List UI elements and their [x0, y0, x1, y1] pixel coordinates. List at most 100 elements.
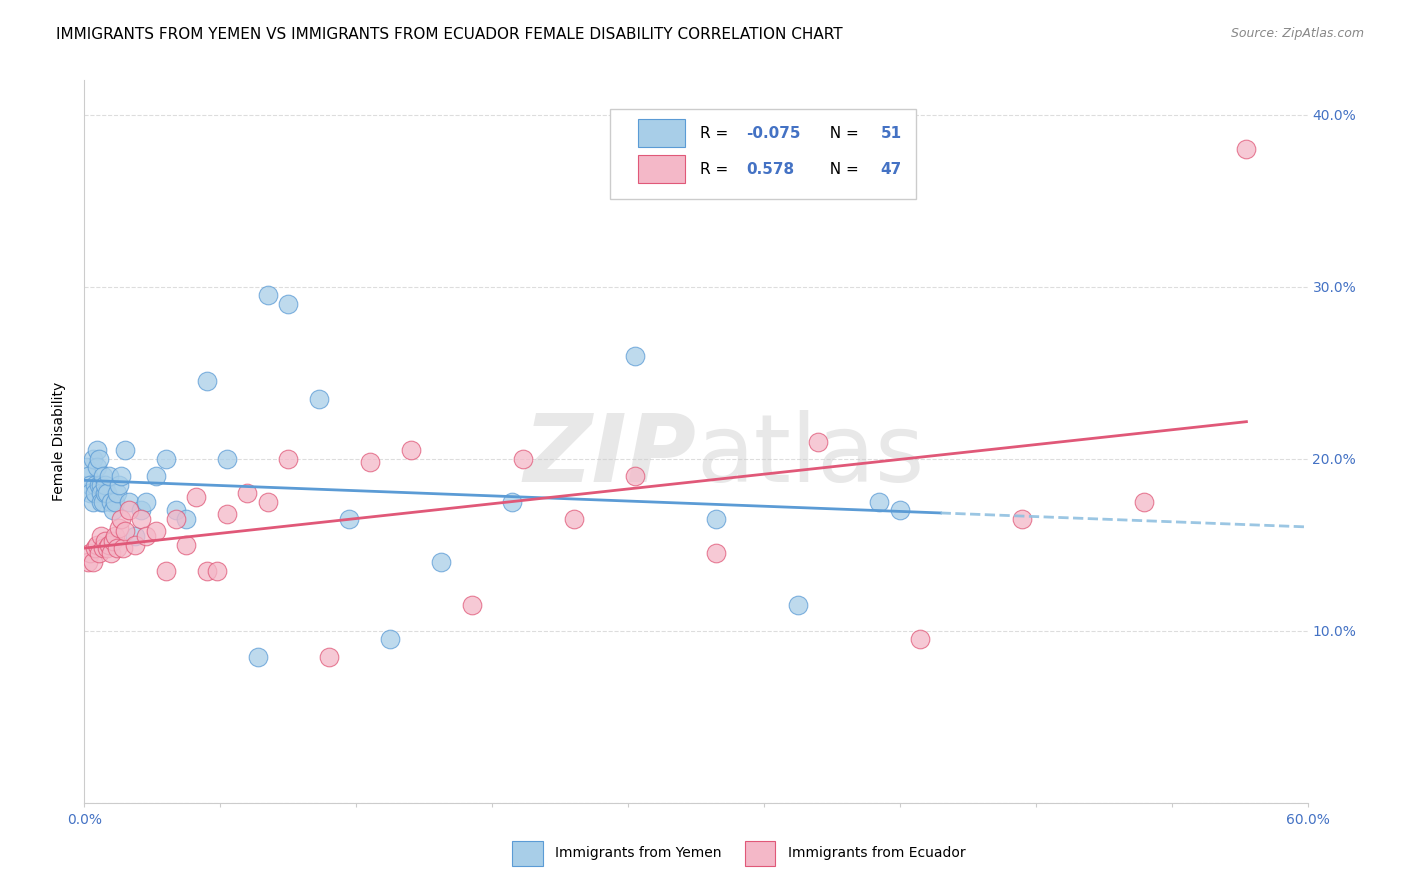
Point — [1011, 512, 1033, 526]
Point — [83, 477, 105, 491]
Point — [155, 451, 177, 466]
Text: N =: N = — [820, 126, 863, 141]
Point — [706, 546, 728, 560]
Point — [91, 469, 114, 483]
Point — [100, 494, 122, 508]
FancyBboxPatch shape — [513, 841, 543, 866]
Point — [124, 529, 146, 543]
Point — [1133, 494, 1156, 508]
Point — [165, 512, 187, 526]
Point — [93, 486, 115, 500]
Point — [461, 598, 484, 612]
Point — [104, 494, 127, 508]
Point — [131, 512, 153, 526]
Point — [86, 460, 108, 475]
Point — [277, 451, 299, 466]
Text: atlas: atlas — [696, 410, 924, 502]
Point — [174, 512, 197, 526]
Point — [502, 494, 524, 508]
Point — [101, 534, 124, 549]
Point — [114, 524, 136, 538]
Point — [869, 494, 891, 508]
Point — [82, 555, 104, 569]
Point — [562, 512, 585, 526]
Text: Immigrants from Yemen: Immigrants from Yemen — [555, 847, 721, 861]
Point — [624, 349, 647, 363]
FancyBboxPatch shape — [745, 841, 776, 866]
Point — [135, 529, 157, 543]
Point — [87, 546, 110, 560]
Point — [90, 529, 112, 543]
Point — [77, 555, 100, 569]
Point — [380, 632, 402, 647]
Point — [83, 486, 105, 500]
Text: 0.578: 0.578 — [747, 161, 794, 177]
Point — [339, 512, 361, 526]
Point — [108, 520, 131, 534]
Text: Source: ZipAtlas.com: Source: ZipAtlas.com — [1230, 27, 1364, 40]
Point — [399, 443, 422, 458]
Text: 51: 51 — [880, 126, 901, 141]
Text: ZIP: ZIP — [523, 410, 696, 502]
Point — [195, 375, 218, 389]
Point — [93, 477, 115, 491]
Point — [90, 477, 112, 491]
Point — [105, 541, 128, 556]
Point — [217, 507, 239, 521]
Point — [93, 534, 115, 549]
Point — [114, 443, 136, 458]
Point — [165, 503, 187, 517]
Point — [82, 494, 104, 508]
Text: R =: R = — [700, 126, 733, 141]
Text: IMMIGRANTS FROM YEMEN VS IMMIGRANTS FROM ECUADOR FEMALE DISABILITY CORRELATION C: IMMIGRANTS FROM YEMEN VS IMMIGRANTS FROM… — [56, 27, 842, 42]
Point — [86, 443, 108, 458]
Point — [90, 486, 112, 500]
Point — [145, 469, 167, 483]
Text: R =: R = — [700, 161, 733, 177]
Text: -0.075: -0.075 — [747, 126, 800, 141]
Point — [91, 494, 114, 508]
Point — [96, 541, 118, 556]
Point — [79, 486, 101, 500]
Point — [257, 494, 280, 508]
Point — [96, 486, 118, 500]
Point — [277, 297, 299, 311]
Point — [75, 460, 97, 475]
Point — [624, 469, 647, 483]
Point — [246, 649, 269, 664]
Y-axis label: Female Disability: Female Disability — [52, 382, 66, 501]
Point — [889, 503, 911, 517]
Point — [100, 546, 122, 560]
Point — [91, 541, 114, 556]
Point — [83, 541, 105, 556]
Point — [86, 538, 108, 552]
Point — [195, 564, 218, 578]
Point — [101, 503, 124, 517]
FancyBboxPatch shape — [638, 120, 685, 147]
Point — [217, 451, 239, 466]
Point — [1236, 142, 1258, 156]
Point — [87, 477, 110, 491]
Point — [90, 494, 112, 508]
Point — [112, 541, 135, 556]
Point — [104, 529, 127, 543]
Text: 47: 47 — [880, 161, 901, 177]
Point — [236, 486, 259, 500]
Point — [706, 512, 728, 526]
Point — [97, 538, 120, 552]
Point — [82, 451, 104, 466]
Point — [131, 503, 153, 517]
Point — [118, 494, 141, 508]
Point — [318, 649, 340, 664]
Point — [807, 434, 830, 449]
Point — [87, 451, 110, 466]
Point — [118, 503, 141, 517]
Point — [79, 477, 101, 491]
Point — [308, 392, 330, 406]
Point — [108, 477, 131, 491]
Point — [257, 288, 280, 302]
Point — [787, 598, 810, 612]
Point — [105, 486, 128, 500]
Point — [79, 546, 101, 560]
Point — [186, 490, 208, 504]
